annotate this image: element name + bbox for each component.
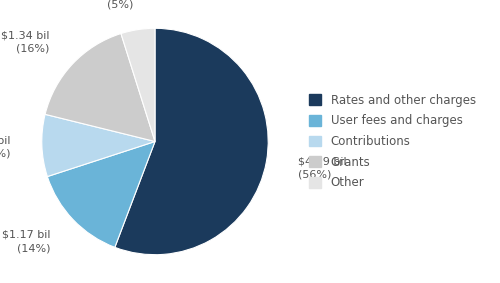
Text: $0.73 bil
(9%): $0.73 bil (9%)	[0, 135, 10, 158]
Text: $1.17 bil
(14%): $1.17 bil (14%)	[2, 230, 50, 253]
Wedge shape	[115, 28, 268, 255]
Wedge shape	[42, 114, 155, 177]
Wedge shape	[45, 34, 155, 142]
Wedge shape	[121, 28, 155, 142]
Wedge shape	[48, 142, 155, 247]
Legend: Rates and other charges, User fees and charges, Contributions, Grants, Other: Rates and other charges, User fees and c…	[306, 90, 480, 193]
Text: $1.34 bil
(16%): $1.34 bil (16%)	[1, 31, 50, 54]
Text: $0.40 bil
(5%): $0.40 bil (5%)	[84, 0, 133, 10]
Text: $4.59 bil
(56%): $4.59 bil (56%)	[298, 156, 346, 179]
